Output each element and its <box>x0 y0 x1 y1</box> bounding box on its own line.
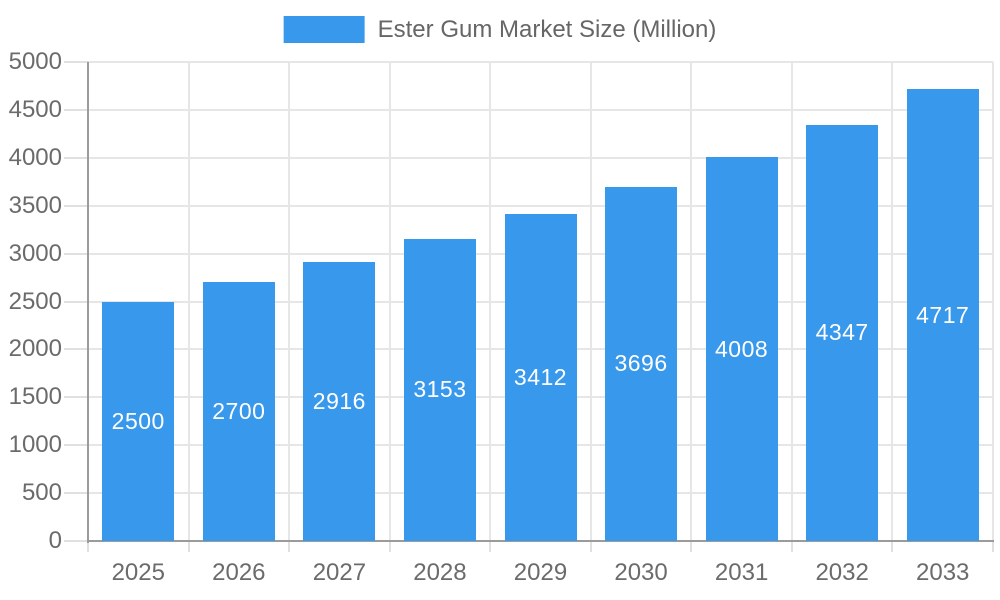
h-gridline <box>88 156 993 159</box>
y-axis-tick <box>64 396 88 399</box>
x-axis-tick <box>489 541 492 552</box>
y-axis-tick <box>64 540 88 542</box>
v-gridline <box>187 62 190 541</box>
x-axis-tick <box>790 541 793 552</box>
y-axis-tick <box>64 252 88 255</box>
bar-2032[interactable]: 4347 <box>806 124 879 541</box>
y-axis-tick <box>64 108 88 111</box>
y-axis-tick <box>64 204 88 207</box>
y-axis-tick <box>64 492 88 495</box>
x-tick-label: 2030 <box>614 559 668 586</box>
legend-label: Ester Gum Market Size (Million) <box>377 16 717 43</box>
y-tick-label: 4500 <box>8 95 62 123</box>
x-axis-tick <box>187 541 190 552</box>
bar-value-label: 4008 <box>715 335 769 362</box>
x-tick-label: 2026 <box>212 559 266 586</box>
v-gridline <box>992 62 994 541</box>
y-tick-label: 1000 <box>8 431 62 459</box>
x-axis-tick <box>288 541 291 552</box>
bar-2028[interactable]: 3153 <box>403 238 476 541</box>
bar-value-label: 2916 <box>312 387 366 414</box>
x-axis-tick <box>891 541 894 552</box>
h-gridline <box>88 108 993 111</box>
y-tick-label: 2000 <box>8 335 62 363</box>
bar-value-label: 2500 <box>111 407 165 434</box>
bar-2033[interactable]: 4717 <box>906 89 979 541</box>
x-tick-label: 2031 <box>714 559 769 586</box>
x-axis-tick <box>690 541 693 552</box>
y-tick-label: 3000 <box>8 239 62 267</box>
x-axis-line <box>87 540 994 542</box>
legend-item[interactable]: Ester Gum Market Size (Million) <box>283 16 717 43</box>
y-tick-label: 5000 <box>8 48 62 75</box>
y-axis-tick <box>64 444 88 447</box>
bar-value-label: 2700 <box>212 398 266 425</box>
x-tick-label: 2033 <box>916 559 970 586</box>
y-axis-line <box>87 62 89 543</box>
bar-2025[interactable]: 2500 <box>102 301 175 541</box>
y-tick-label: 1500 <box>8 383 62 411</box>
y-tick-label: 0 <box>48 527 62 554</box>
y-axis-tick <box>64 300 88 303</box>
v-gridline <box>288 62 291 541</box>
x-tick-label: 2032 <box>815 559 869 586</box>
y-axis-tick <box>64 156 88 159</box>
bar-value-label: 3412 <box>513 364 568 391</box>
h-gridline <box>88 61 993 63</box>
x-tick-label: 2029 <box>513 559 568 586</box>
v-gridline <box>690 62 693 541</box>
v-gridline <box>891 62 894 541</box>
y-tick-label: 3500 <box>8 191 62 219</box>
v-gridline <box>589 62 592 541</box>
y-tick-label: 2500 <box>8 287 62 315</box>
y-axis-tick <box>64 61 88 63</box>
x-axis-tick <box>388 541 391 552</box>
h-gridline <box>88 204 993 207</box>
v-gridline <box>388 62 391 541</box>
bar-2029[interactable]: 3412 <box>504 214 577 541</box>
y-tick-label: 4000 <box>8 143 62 171</box>
bar-2030[interactable]: 3696 <box>605 186 678 541</box>
x-axis-tick <box>992 541 994 552</box>
x-axis-tick <box>87 541 89 552</box>
bar-2027[interactable]: 2916 <box>303 261 376 541</box>
y-tick-label: 500 <box>21 479 62 507</box>
v-gridline <box>790 62 793 541</box>
bar-value-label: 3153 <box>413 376 467 403</box>
y-axis-tick <box>64 348 88 351</box>
bar-2026[interactable]: 2700 <box>202 282 275 541</box>
x-tick-label: 2025 <box>111 559 165 586</box>
x-tick-label: 2027 <box>312 559 367 586</box>
x-axis-tick <box>589 541 592 552</box>
bar-value-label: 4347 <box>815 319 869 346</box>
x-tick-label: 2028 <box>413 559 467 586</box>
v-gridline <box>489 62 492 541</box>
legend-swatch <box>283 16 365 43</box>
bar-2031[interactable]: 4008 <box>705 157 778 541</box>
bar-value-label: 3696 <box>614 350 668 377</box>
bar-value-label: 4717 <box>916 301 970 328</box>
